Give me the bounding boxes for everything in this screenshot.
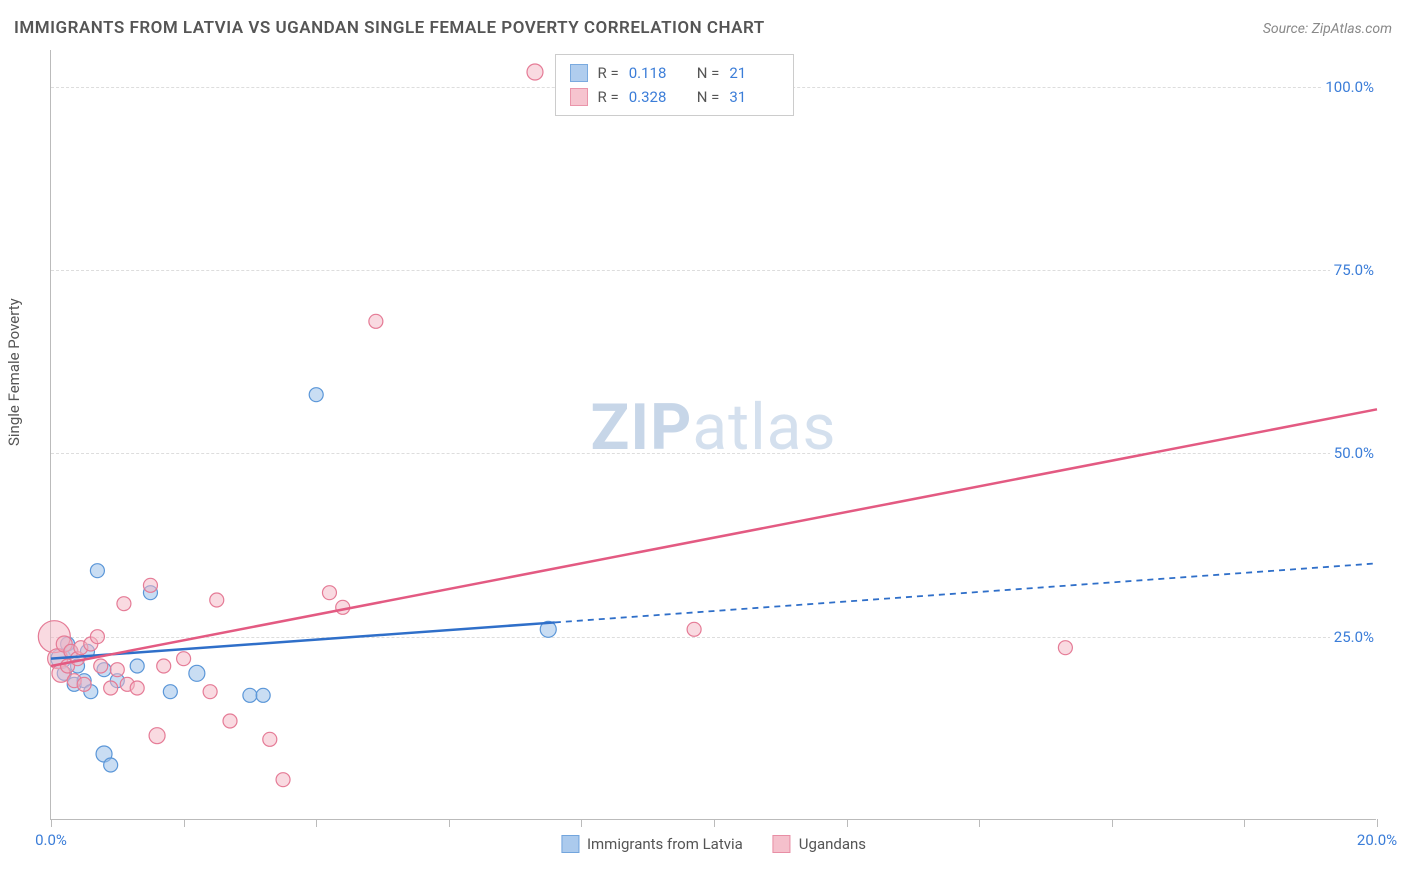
r-value: 0.328 <box>629 85 679 109</box>
data-point-ugandans <box>94 659 108 673</box>
x-tick-label: 0.0% <box>35 831 67 849</box>
n-label: N = <box>697 61 720 85</box>
data-point-ugandans <box>263 732 277 746</box>
data-point-ugandans <box>322 586 336 600</box>
r-value: 0.118 <box>629 61 679 85</box>
x-tick <box>449 819 450 827</box>
data-point-ugandans <box>687 622 701 636</box>
data-point-ugandans <box>130 681 144 695</box>
data-point-latvia <box>163 685 177 699</box>
data-point-ugandans <box>157 659 171 673</box>
data-point-ugandans <box>110 663 124 677</box>
legend-swatch-icon <box>773 835 791 853</box>
legend-item-latvia: Immigrants from Latvia <box>561 835 743 853</box>
x-tick <box>714 819 715 827</box>
n-value: 21 <box>729 61 779 85</box>
data-point-ugandans <box>527 64 543 80</box>
data-point-latvia <box>189 665 205 681</box>
x-tick <box>847 819 848 827</box>
data-point-ugandans <box>104 681 118 695</box>
series-legend: Immigrants from Latvia Ugandans <box>561 835 866 853</box>
y-axis-title: Single Female Poverty <box>5 298 23 446</box>
legend-label: Ugandans <box>799 835 866 853</box>
data-point-ugandans <box>143 578 157 592</box>
data-point-ugandans <box>223 714 237 728</box>
x-tick <box>184 819 185 827</box>
data-point-latvia <box>256 688 270 702</box>
legend-row-latvia: R = 0.118 N = 21 <box>570 61 780 85</box>
legend-swatch-icon <box>570 88 588 106</box>
data-point-latvia <box>309 388 323 402</box>
legend-row-ugandans: R = 0.328 N = 31 <box>570 85 780 109</box>
r-label: R = <box>598 61 619 85</box>
x-tick <box>1112 819 1113 827</box>
chart-title: IMMIGRANTS FROM LATVIA VS UGANDAN SINGLE… <box>14 18 765 38</box>
x-tick <box>316 819 317 827</box>
trend-line-latvia-dashed <box>555 563 1377 622</box>
x-tick <box>1377 819 1378 827</box>
x-tick <box>581 819 582 827</box>
data-point-latvia <box>243 688 257 702</box>
data-point-ugandans <box>210 593 224 607</box>
r-label: R = <box>598 85 619 109</box>
data-point-ugandans <box>177 652 191 666</box>
source-attribution: Source: ZipAtlas.com <box>1263 21 1392 37</box>
scatter-chart <box>51 50 1376 819</box>
n-value: 31 <box>729 85 779 109</box>
x-tick <box>51 819 52 827</box>
data-point-ugandans <box>203 685 217 699</box>
legend-swatch-icon <box>570 64 588 82</box>
x-tick <box>1244 819 1245 827</box>
data-point-ugandans <box>117 597 131 611</box>
correlation-legend: R = 0.118 N = 21 R = 0.328 N = 31 <box>555 54 795 116</box>
trend-line-ugandans <box>51 409 1377 666</box>
legend-swatch-icon <box>561 835 579 853</box>
legend-item-ugandans: Ugandans <box>773 835 866 853</box>
legend-label: Immigrants from Latvia <box>587 835 743 853</box>
data-point-latvia <box>130 659 144 673</box>
data-point-ugandans <box>1058 641 1072 655</box>
x-tick <box>979 819 980 827</box>
data-point-latvia <box>104 758 118 772</box>
data-point-ugandans <box>276 773 290 787</box>
data-point-ugandans <box>149 728 165 744</box>
x-tick-label: 20.0% <box>1357 831 1397 849</box>
n-label: N = <box>697 85 720 109</box>
data-point-ugandans <box>77 677 91 691</box>
data-point-latvia <box>90 564 104 578</box>
data-point-ugandans <box>90 630 104 644</box>
trend-line-latvia <box>51 622 555 658</box>
data-point-ugandans <box>369 314 383 328</box>
chart-plot-area: ZIPatlas 25.0%50.0%75.0%100.0% R =0.118N… <box>50 50 1376 820</box>
